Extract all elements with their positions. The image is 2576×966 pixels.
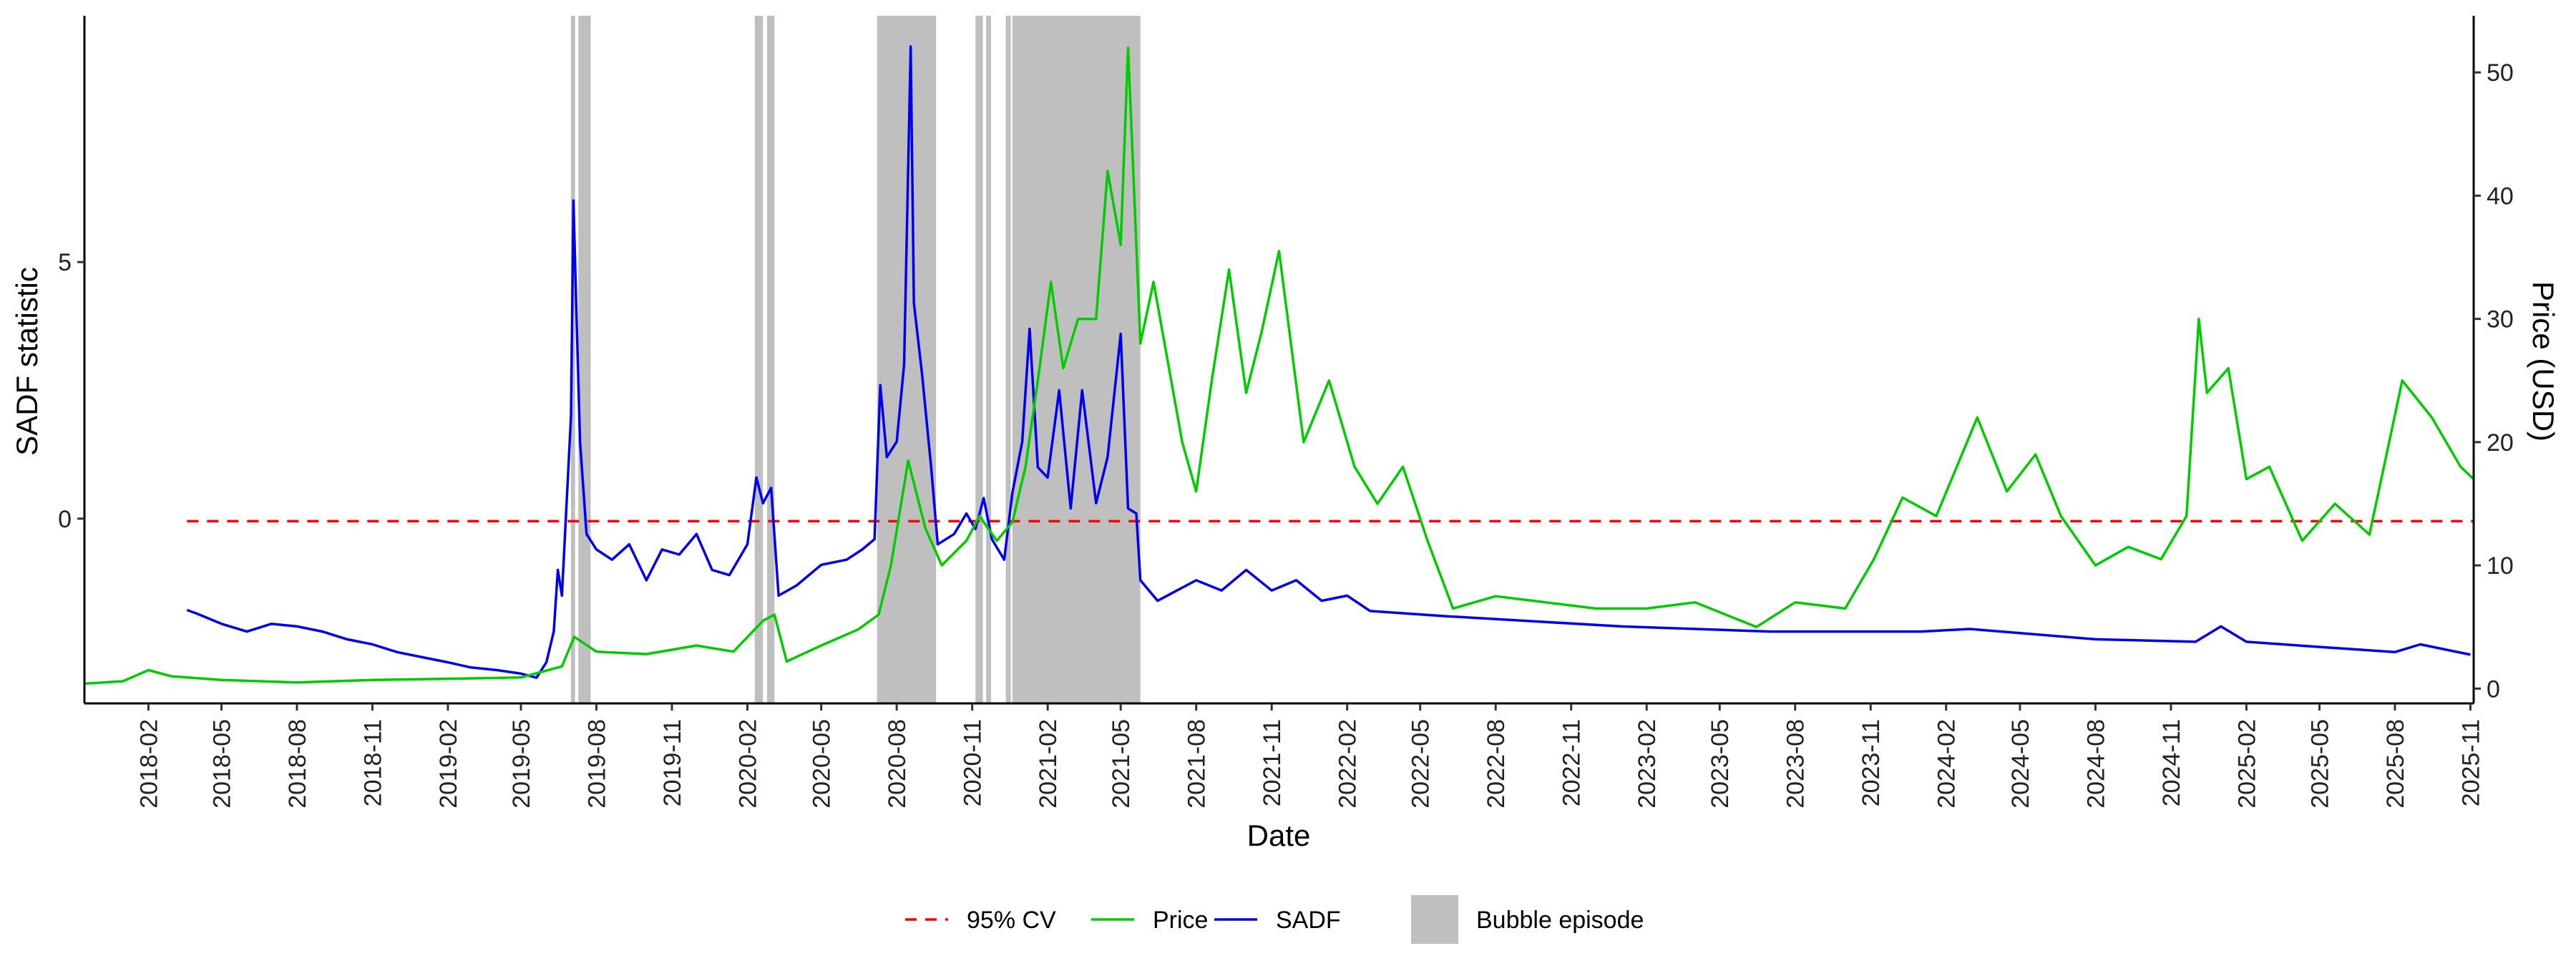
bubble-episode-0 bbox=[570, 16, 575, 703]
y-right-tick-label-5: 50 bbox=[2487, 59, 2514, 87]
x-tick-label-13: 2021-05 bbox=[1108, 719, 1135, 809]
x-tick-label-7: 2019-11 bbox=[659, 719, 686, 806]
x-tick-label-3: 2018-11 bbox=[360, 719, 387, 806]
x-tick-label-4: 2019-02 bbox=[435, 719, 462, 809]
x-tick-label-25: 2024-05 bbox=[2007, 719, 2034, 809]
legend: 95% CV Price SADF Bubble episode bbox=[905, 895, 1644, 944]
x-tick-label-8: 2020-02 bbox=[735, 719, 762, 809]
x-tick-label-15: 2021-11 bbox=[1259, 719, 1286, 806]
x-tick-label-10: 2020-08 bbox=[884, 719, 911, 809]
sadf-series-line bbox=[186, 45, 2471, 679]
x-tick-label-28: 2025-02 bbox=[2233, 719, 2260, 809]
x-tick-label-14: 2021-08 bbox=[1184, 719, 1211, 809]
legend-key-bubble-episode bbox=[1411, 895, 1458, 944]
legend-label-95-cv: 95% CV bbox=[967, 907, 1056, 934]
bubble-episode-2 bbox=[754, 16, 763, 703]
legend-label-bubble-episode: Bubble episode bbox=[1476, 907, 1644, 934]
bubble-episode-7 bbox=[1005, 16, 1011, 703]
series-layer bbox=[84, 45, 2475, 686]
x-tick-label-22: 2023-08 bbox=[1782, 719, 1810, 809]
x-tick-label-23: 2023-11 bbox=[1858, 719, 1885, 806]
x-tick-label-5: 2019-05 bbox=[508, 719, 535, 809]
legend-label-sadf: SADF bbox=[1276, 907, 1341, 934]
x-tick-label-12: 2021-02 bbox=[1035, 719, 1062, 809]
y-left-tick-label-1: 5 bbox=[58, 249, 72, 276]
x-tick-label-20: 2023-02 bbox=[1634, 719, 1661, 809]
x-tick-label-24: 2024-02 bbox=[1933, 719, 1961, 809]
x-tick-label-21: 2023-05 bbox=[1707, 719, 1734, 809]
x-tick-label-31: 2025-11 bbox=[2457, 719, 2484, 806]
y-right-tick-label-4: 40 bbox=[2487, 182, 2514, 210]
x-tick-label-11: 2020-11 bbox=[960, 719, 987, 806]
x-tick-label-29: 2025-05 bbox=[2306, 719, 2333, 809]
legend-label-price: Price bbox=[1153, 907, 1208, 934]
x-tick-label-9: 2020-05 bbox=[809, 719, 836, 809]
bubble-episode-5 bbox=[975, 16, 983, 703]
y-axis-right-title: Price (USD) bbox=[2527, 281, 2560, 441]
price-series-line bbox=[84, 47, 2475, 686]
bubble-episode-4 bbox=[877, 16, 937, 703]
x-tick-label-2: 2018-08 bbox=[284, 719, 311, 809]
bubble-episodes bbox=[570, 16, 1141, 703]
y-axis-left-title: SADF statistic bbox=[10, 267, 44, 456]
x-tick-label-0: 2018-02 bbox=[135, 719, 162, 809]
x-tick-label-30: 2025-08 bbox=[2382, 719, 2409, 809]
y-right-tick-label-0: 0 bbox=[2487, 675, 2500, 703]
x-tick-label-17: 2022-05 bbox=[1407, 719, 1435, 809]
bubble-episode-1 bbox=[578, 16, 591, 703]
bubble-episode-3 bbox=[767, 16, 775, 703]
x-tick-label-26: 2024-08 bbox=[2082, 719, 2109, 809]
bubble-episode-6 bbox=[986, 16, 992, 703]
y-right-tick-label-3: 30 bbox=[2487, 306, 2514, 333]
x-tick-label-19: 2022-11 bbox=[1558, 719, 1586, 806]
x-tick-label-18: 2022-08 bbox=[1483, 719, 1510, 809]
y-left-tick-label-0: 0 bbox=[58, 506, 72, 533]
x-tick-label-6: 2019-08 bbox=[584, 719, 611, 809]
x-tick-label-27: 2024-11 bbox=[2158, 719, 2185, 806]
x-tick-label-1: 2018-05 bbox=[209, 719, 236, 809]
x-tick-label-16: 2022-02 bbox=[1335, 719, 1362, 809]
y-right-tick-label-1: 10 bbox=[2487, 552, 2514, 580]
x-axis-title: Date bbox=[1247, 819, 1311, 852]
y-right-tick-label-2: 20 bbox=[2487, 429, 2514, 457]
